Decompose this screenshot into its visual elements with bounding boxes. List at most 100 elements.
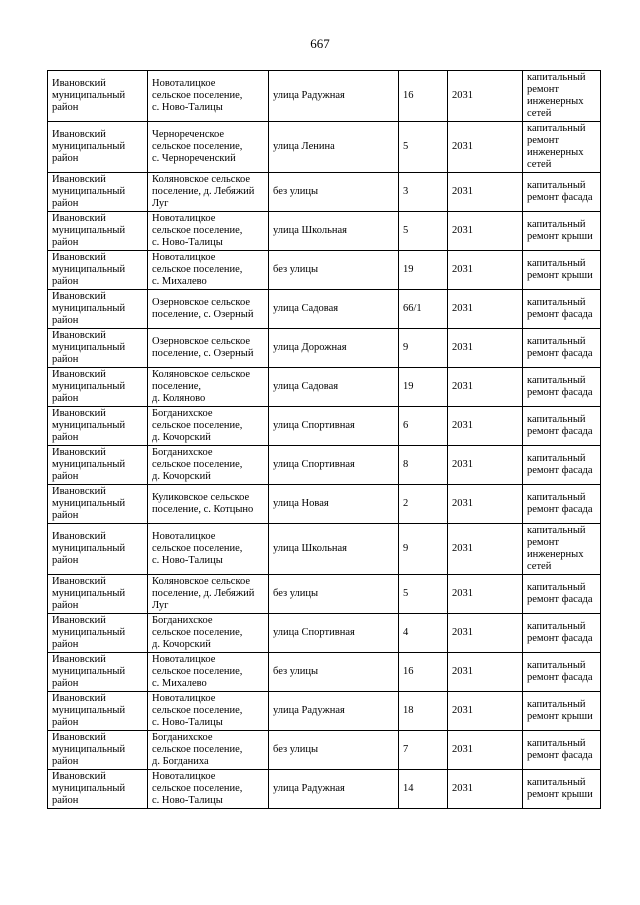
table-row: Ивановский муниципальный район Новоталиц… [47, 70, 601, 122]
cell-district: Ивановский муниципальный район [47, 121, 148, 173]
cell-street: улица Садовая [268, 367, 399, 407]
cell-house-number: 8 [398, 445, 448, 485]
cell-house-number: 16 [398, 70, 448, 122]
cell-house-number: 5 [398, 574, 448, 614]
cell-street: улица Новая [268, 484, 399, 524]
cell-work-type: капитальный ремонт инженерных сетей [522, 70, 601, 122]
cell-work-type: капитальный ремонт крыши [522, 211, 601, 251]
cell-settlement: Богданихское сельское поселение, д. Богд… [147, 730, 269, 770]
cell-house-number: 9 [398, 328, 448, 368]
cell-settlement: Коляновское сельское поселение, д. Лебяж… [147, 172, 269, 212]
cell-work-type: капитальный ремонт инженерных сетей [522, 523, 601, 575]
cell-settlement: Богданихское сельское поселение, д. Кочо… [147, 613, 269, 653]
cell-year: 2031 [447, 730, 523, 770]
cell-street: без улицы [268, 172, 399, 212]
cell-district: Ивановский муниципальный район [47, 730, 148, 770]
table-row: Ивановский муниципальный район Озерновск… [47, 328, 601, 368]
table-row: Ивановский муниципальный район Чернорече… [47, 121, 601, 173]
cell-district: Ивановский муниципальный район [47, 406, 148, 446]
table-row: Ивановский муниципальный район Новоталиц… [47, 211, 601, 251]
cell-work-type: капитальный ремонт крыши [522, 769, 601, 809]
cell-district: Ивановский муниципальный район [47, 172, 148, 212]
cell-district: Ивановский муниципальный район [47, 211, 148, 251]
cell-house-number: 66/1 [398, 289, 448, 329]
cell-work-type: капитальный ремонт фасада [522, 289, 601, 329]
cell-house-number: 7 [398, 730, 448, 770]
cell-house-number: 5 [398, 121, 448, 173]
cell-district: Ивановский муниципальный район [47, 613, 148, 653]
cell-year: 2031 [447, 121, 523, 173]
table-row: Ивановский муниципальный район Новоталиц… [47, 652, 601, 692]
cell-house-number: 5 [398, 211, 448, 251]
cell-year: 2031 [447, 211, 523, 251]
cell-district: Ивановский муниципальный район [47, 367, 148, 407]
cell-district: Ивановский муниципальный район [47, 574, 148, 614]
cell-settlement: Новоталицкое сельское поселение, с. Ново… [147, 691, 269, 731]
cell-work-type: капитальный ремонт фасада [522, 613, 601, 653]
cell-district: Ивановский муниципальный район [47, 328, 148, 368]
cell-house-number: 18 [398, 691, 448, 731]
cell-house-number: 19 [398, 367, 448, 407]
cell-street: улица Ленина [268, 121, 399, 173]
cell-year: 2031 [447, 484, 523, 524]
cell-district: Ивановский муниципальный район [47, 484, 148, 524]
cell-district: Ивановский муниципальный район [47, 523, 148, 575]
cell-settlement: Богданихское сельское поселение, д. Кочо… [147, 445, 269, 485]
table-row: Ивановский муниципальный район Коляновск… [47, 574, 601, 614]
cell-work-type: капитальный ремонт фасада [522, 484, 601, 524]
cell-house-number: 16 [398, 652, 448, 692]
cell-work-type: капитальный ремонт фасада [522, 406, 601, 446]
cell-street: улица Спортивная [268, 406, 399, 446]
cell-settlement: Новоталицкое сельское поселение, с. Ново… [147, 769, 269, 809]
table-body: Ивановский муниципальный район Новоталиц… [47, 70, 601, 809]
cell-settlement: Новоталицкое сельское поселение, с. Миха… [147, 250, 269, 290]
cell-district: Ивановский муниципальный район [47, 289, 148, 329]
cell-settlement: Новоталицкое сельское поселение, с. Ново… [147, 211, 269, 251]
cell-settlement: Чернореченское сельское поселение, с. Че… [147, 121, 269, 173]
cell-house-number: 6 [398, 406, 448, 446]
cell-year: 2031 [447, 523, 523, 575]
table-row: Ивановский муниципальный район Новоталиц… [47, 691, 601, 731]
cell-work-type: капитальный ремонт крыши [522, 691, 601, 731]
cell-year: 2031 [447, 367, 523, 407]
cell-work-type: капитальный ремонт крыши [522, 250, 601, 290]
cell-settlement: Коляновское сельское поселение, д. Колян… [147, 367, 269, 407]
cell-street: улица Спортивная [268, 613, 399, 653]
cell-settlement: Новоталицкое сельское поселение, с. Ново… [147, 523, 269, 575]
table-row: Ивановский муниципальный район Новоталиц… [47, 769, 601, 809]
cell-house-number: 9 [398, 523, 448, 575]
table-row: Ивановский муниципальный район Богданихс… [47, 406, 601, 446]
capital-repair-table: Ивановский муниципальный район Новоталиц… [47, 70, 601, 809]
cell-year: 2031 [447, 250, 523, 290]
cell-year: 2031 [447, 406, 523, 446]
table-row: Ивановский муниципальный район Куликовск… [47, 484, 601, 524]
cell-year: 2031 [447, 769, 523, 809]
cell-street: без улицы [268, 652, 399, 692]
cell-street: без улицы [268, 730, 399, 770]
table-row: Ивановский муниципальный район Озерновск… [47, 289, 601, 329]
cell-street: улица Радужная [268, 70, 399, 122]
cell-district: Ивановский муниципальный район [47, 250, 148, 290]
cell-street: без улицы [268, 250, 399, 290]
cell-settlement: Озерновское сельское поселение, с. Озерн… [147, 328, 269, 368]
cell-settlement: Куликовское сельское поселение, с. Котцы… [147, 484, 269, 524]
cell-year: 2031 [447, 613, 523, 653]
table-row: Ивановский муниципальный район Богданихс… [47, 730, 601, 770]
cell-work-type: капитальный ремонт фасада [522, 730, 601, 770]
cell-house-number: 3 [398, 172, 448, 212]
cell-district: Ивановский муниципальный район [47, 445, 148, 485]
table-row: Ивановский муниципальный район Коляновск… [47, 367, 601, 407]
table-row: Ивановский муниципальный район Богданихс… [47, 445, 601, 485]
cell-house-number: 2 [398, 484, 448, 524]
cell-settlement: Новоталицкое сельское поселение, с. Миха… [147, 652, 269, 692]
cell-settlement: Богданихское сельское поселение, д. Кочо… [147, 406, 269, 446]
table-row: Ивановский муниципальный район Богданихс… [47, 613, 601, 653]
cell-year: 2031 [447, 289, 523, 329]
table-row: Ивановский муниципальный район Коляновск… [47, 172, 601, 212]
cell-district: Ивановский муниципальный район [47, 691, 148, 731]
table-row: Ивановский муниципальный район Новоталиц… [47, 523, 601, 575]
cell-district: Ивановский муниципальный район [47, 769, 148, 809]
cell-work-type: капитальный ремонт фасада [522, 328, 601, 368]
cell-street: улица Радужная [268, 769, 399, 809]
cell-district: Ивановский муниципальный район [47, 70, 148, 122]
